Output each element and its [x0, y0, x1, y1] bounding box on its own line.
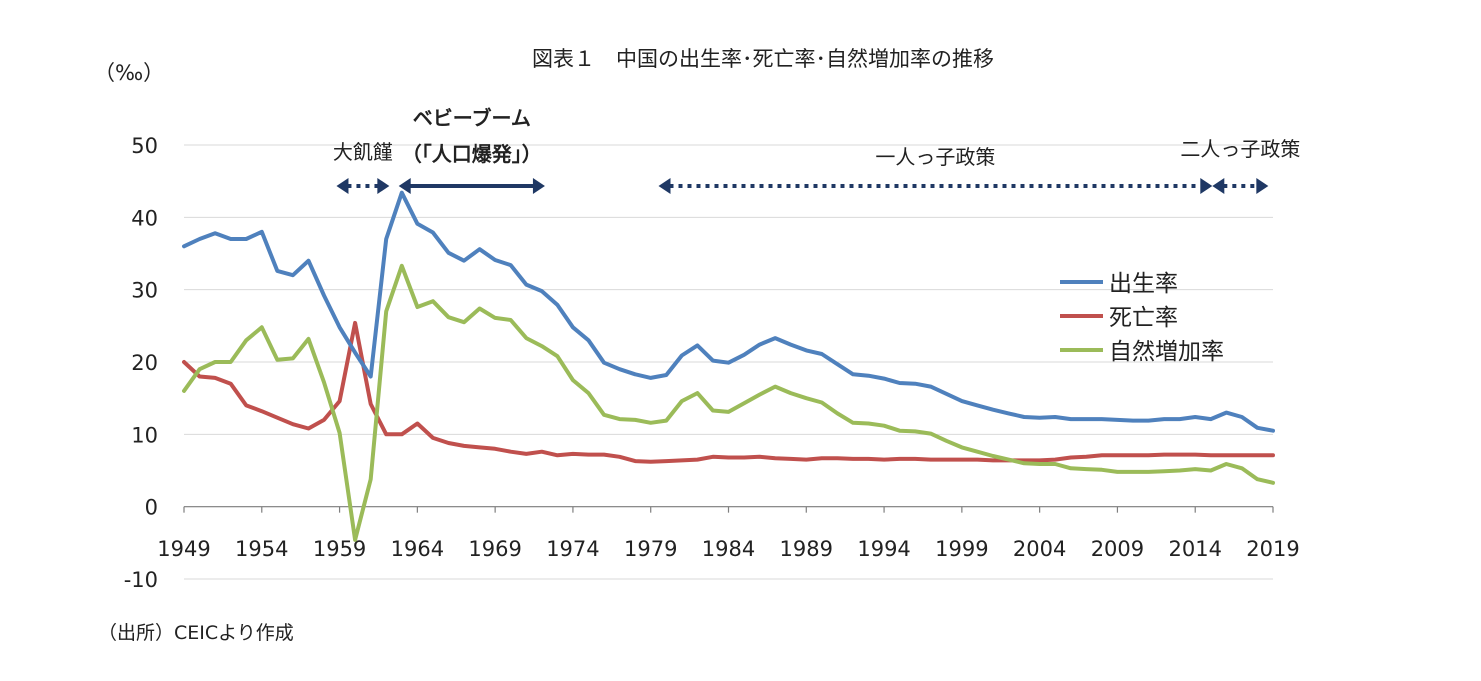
annotation-label-3: 二人っ子政策	[1180, 137, 1300, 161]
x-tick-label: 2009	[1091, 537, 1144, 561]
x-tick-label: 2014	[1168, 537, 1221, 561]
arrow-head	[658, 178, 671, 194]
y-tick-label: 10	[131, 423, 158, 447]
x-tick-label: 1994	[857, 537, 910, 561]
y-tick-label: 30	[131, 279, 158, 303]
x-tick-label: 1964	[391, 537, 444, 561]
x-tick-label: 2019	[1246, 537, 1299, 561]
x-tick-label: 1974	[546, 537, 599, 561]
x-tick-label: 1989	[780, 537, 833, 561]
y-tick-label: 50	[131, 134, 158, 158]
annotation-label-2: 一人っ子政策	[875, 145, 995, 169]
x-tick-label: 1949	[157, 537, 210, 561]
arrow-head	[1200, 178, 1213, 194]
legend-label: 死亡率	[1109, 305, 1178, 331]
arrow-head	[1256, 178, 1269, 194]
y-tick-label: 20	[131, 351, 158, 375]
annotation-label-1: ベビーブーム	[413, 106, 531, 130]
annotation-label-0: 大飢饉	[333, 140, 393, 164]
x-tick-label: 1979	[624, 537, 677, 561]
chart-title: 図表１ 中国の出生率･死亡率･自然増加率の推移	[532, 47, 994, 71]
x-tick-label: 1999	[935, 537, 988, 561]
series-line-1	[182, 320, 1275, 464]
x-tick-label: 2004	[1013, 537, 1066, 561]
arrow-head	[377, 178, 390, 194]
series-line-2	[182, 263, 1275, 542]
x-tick-label: 1954	[235, 537, 288, 561]
y-tick-label: -10	[124, 568, 158, 592]
x-tick-label: 1969	[468, 537, 521, 561]
arrow-head	[336, 178, 349, 194]
annotation-sublabel-1: （「人口爆発」）	[402, 142, 542, 166]
x-tick-label: 1984	[702, 537, 755, 561]
y-axis-tick-labels: -10 0 10 20 30 40 50	[124, 134, 158, 592]
legend-label: 出生率	[1109, 271, 1178, 297]
source-note: （出所）CEICより作成	[98, 622, 294, 644]
y-tick-label: 0	[145, 496, 158, 520]
x-axis-tick-labels: 1949 1954 1959 1964 1969 1974 1979 1984 1989 1994…	[157, 537, 1299, 561]
x-axis	[183, 506, 1274, 513]
series-lines	[182, 190, 1275, 542]
arrow-head	[532, 178, 545, 194]
arrow-head	[1212, 178, 1225, 194]
arrow-head	[398, 178, 411, 194]
legend-label: 自然増加率	[1109, 339, 1224, 365]
series-line-0	[182, 190, 1275, 433]
y-tick-label: 40	[131, 206, 158, 230]
x-tick-label: 1959	[313, 537, 366, 561]
y-axis-unit: （‰）	[94, 61, 164, 85]
